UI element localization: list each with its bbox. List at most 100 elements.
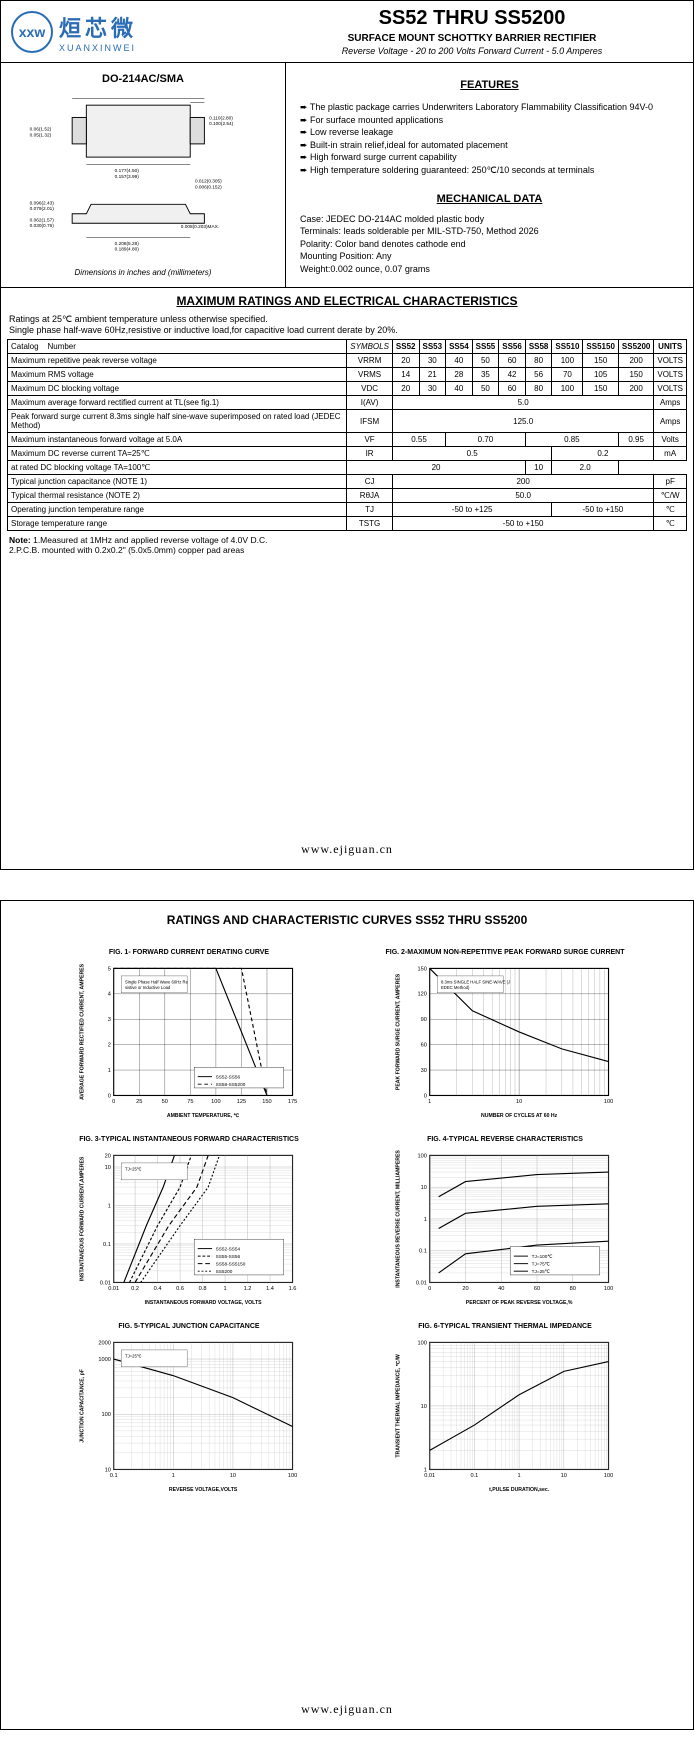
mechanical-title: MECHANICAL DATA (300, 193, 679, 205)
svg-text:100: 100 (604, 1473, 613, 1479)
footer-url: www.ejiguan.cn (1, 834, 693, 865)
svg-text:10: 10 (421, 1185, 427, 1191)
curves-grid: FIG. 1- FORWARD CURRENT DERATING CURVE02… (1, 939, 693, 1506)
feature-item: For surface mounted applications (300, 114, 679, 127)
svg-text:1: 1 (424, 1467, 427, 1473)
svg-text:PERCENT OF PEAK REVERSE VOLTAG: PERCENT OF PEAK REVERSE VOLTAGE,% (466, 1300, 573, 1306)
svg-text:1: 1 (108, 1068, 111, 1074)
svg-text:0: 0 (108, 1093, 111, 1099)
svg-text:0: 0 (424, 1093, 427, 1099)
logo-cell: xxw 烜芯微 XUANXINWEI (1, 1, 251, 62)
svg-text:EDEC Method): EDEC Method) (441, 985, 470, 990)
svg-text:TJ=25℃: TJ=25℃ (532, 1269, 551, 1274)
svg-text:0: 0 (428, 1286, 431, 1292)
svg-text:100: 100 (211, 1099, 220, 1105)
svg-text:50: 50 (162, 1099, 168, 1105)
svg-text:INSTANTANEOUS FORWARD CURRENT,: INSTANTANEOUS FORWARD CURRENT,AMPERES (80, 1156, 86, 1281)
svg-text:1: 1 (518, 1473, 521, 1479)
svg-text:75: 75 (187, 1099, 193, 1105)
svg-text:100: 100 (101, 1412, 110, 1418)
svg-text:REVERSE VOLTAGE,VOLTS: REVERSE VOLTAGE,VOLTS (169, 1487, 238, 1493)
svg-text:1: 1 (108, 1203, 111, 1209)
table-row: Maximum RMS voltageVRMS14212835425670105… (8, 368, 687, 382)
svg-text:0.012(0.305): 0.012(0.305) (195, 179, 222, 185)
sub-title: SURFACE MOUNT SCHOTTKY BARRIER RECTIFIER (261, 33, 683, 44)
svg-text:0.208(5.28): 0.208(5.28) (115, 241, 140, 247)
svg-text:10: 10 (516, 1099, 522, 1105)
svg-text:0.008(0.203)MAX.: 0.008(0.203)MAX. (181, 224, 219, 230)
svg-text:AVERAGE FORWARD RECTIFIED CURR: AVERAGE FORWARD RECTIFIED CURRENT, AMPER… (80, 963, 86, 1100)
mech-case: Case: JEDEC DO-214AC molded plastic body (300, 213, 679, 226)
svg-text:SS55-SS56: SS55-SS56 (216, 1254, 241, 1259)
svg-text:JUNCTION CAPACITANCE, pF: JUNCTION CAPACITANCE, pF (80, 1369, 86, 1443)
svg-text:0.062(1.57): 0.062(1.57) (30, 217, 55, 223)
package-cell: DO-214AC/SMA 0.110(2.80) 0.100(2.54) 0.0… (1, 63, 286, 287)
dims-note: Dimensions in inches and (millimeters) (11, 268, 275, 277)
svg-text:SS52-SS54: SS52-SS54 (216, 1246, 241, 1251)
table-row: Typical junction capacitance (NOTE 1)CJ2… (8, 475, 687, 489)
svg-text:SS5200: SS5200 (216, 1269, 233, 1274)
svg-text:40: 40 (498, 1286, 504, 1292)
svg-text:0.01: 0.01 (100, 1280, 111, 1286)
svg-text:0.06(1.52): 0.06(1.52) (30, 127, 52, 133)
mech-terminals: Terminals: leads solderable per MIL-STD-… (300, 225, 679, 238)
spec-line: Reverse Voltage - 20 to 200 Volts Forwar… (261, 46, 683, 56)
svg-text:30: 30 (421, 1068, 427, 1074)
table-row: Maximum average forward rectified curren… (8, 396, 687, 410)
svg-text:2000: 2000 (98, 1340, 111, 1346)
svg-text:0.1: 0.1 (419, 1249, 427, 1255)
table-row: at rated DC blocking voltage TA=100℃2010… (8, 461, 687, 475)
features-list: The plastic package carries Underwriters… (300, 101, 679, 177)
svg-text:60: 60 (421, 1043, 427, 1049)
svg-text:SS58-SS5150: SS58-SS5150 (216, 1262, 246, 1267)
svg-text:10: 10 (561, 1473, 567, 1479)
ratings-note: Ratings at 25℃ ambient temperature unles… (1, 314, 693, 339)
logo-icon: xxw (11, 11, 53, 53)
svg-text:0.01: 0.01 (424, 1473, 435, 1479)
svg-text:0.1: 0.1 (110, 1473, 118, 1479)
chart-2: FIG. 2-MAXIMUM NON-REPETITIVE PEAK FORWA… (357, 949, 653, 1122)
svg-text:0.030(0.76): 0.030(0.76) (30, 223, 55, 229)
svg-text:90: 90 (421, 1017, 427, 1023)
svg-text:PEAK FORWARD SURGE CURRENT, AM: PEAK FORWARD SURGE CURRENT, AMPERES (396, 973, 402, 1090)
svg-text:Single Phase Half Wave 60Hz Re: Single Phase Half Wave 60Hz Re (125, 979, 189, 984)
svg-text:100: 100 (604, 1286, 613, 1292)
chart-title: FIG. 2-MAXIMUM NON-REPETITIVE PEAK FORWA… (357, 949, 653, 956)
footnotes: Note: 1.Measured at 1MHz and applied rev… (1, 531, 693, 559)
svg-text:1: 1 (424, 1217, 427, 1223)
svg-text:SS58-SS5200: SS58-SS5200 (216, 1082, 246, 1087)
svg-text:1: 1 (428, 1099, 431, 1105)
features-title: FEATURES (300, 79, 679, 91)
svg-text:TJ=25℃: TJ=25℃ (125, 1353, 142, 1358)
svg-text:0.2: 0.2 (131, 1286, 139, 1292)
main-title: SS52 THRU SS5200 (261, 7, 683, 30)
svg-text:0.1: 0.1 (103, 1242, 111, 1248)
chart-6: FIG. 6-TYPICAL TRANSIENT THERMAL IMPEDAN… (357, 1323, 653, 1496)
chart-1: FIG. 1- FORWARD CURRENT DERATING CURVE02… (41, 949, 337, 1122)
svg-text:0.096(2.43): 0.096(2.43) (30, 200, 55, 206)
svg-text:TJ=100℃: TJ=100℃ (532, 1254, 554, 1259)
svg-text:120: 120 (417, 992, 426, 998)
table-row: Maximum repetitive peak reverse voltageV… (8, 354, 687, 368)
chart-title: FIG. 4-TYPICAL REVERSE CHARACTERISTICS (357, 1136, 653, 1143)
svg-text:3: 3 (108, 1017, 111, 1023)
svg-text:TRANSIENT THERMAL IMPEDANCE, ℃: TRANSIENT THERMAL IMPEDANCE, ℃/W (395, 1354, 402, 1458)
svg-text:0.177(4.50): 0.177(4.50) (115, 168, 140, 174)
svg-text:0.110(2.80): 0.110(2.80) (209, 115, 233, 121)
svg-text:175: 175 (288, 1099, 297, 1105)
table-row: Maximum instantaneous forward voltage at… (8, 433, 687, 447)
svg-text:0.6: 0.6 (176, 1286, 184, 1292)
svg-text:0.01: 0.01 (108, 1286, 119, 1292)
feature-item: The plastic package carries Underwriters… (300, 101, 679, 114)
svg-text:25: 25 (136, 1099, 142, 1105)
svg-text:10: 10 (230, 1473, 236, 1479)
mid-section: DO-214AC/SMA 0.110(2.80) 0.100(2.54) 0.0… (1, 63, 693, 288)
svg-text:20: 20 (462, 1286, 468, 1292)
title-cell: SS52 THRU SS5200 SURFACE MOUNT SCHOTTKY … (251, 1, 693, 62)
feature-item: High temperature soldering guaranteed: 2… (300, 164, 679, 177)
table-row: Maximum DC blocking voltageVDC2030405060… (8, 382, 687, 396)
company-cn: 烜芯微 (59, 11, 137, 43)
svg-text:0.4: 0.4 (154, 1286, 162, 1292)
svg-text:80: 80 (570, 1286, 576, 1292)
chart-3: FIG. 3-TYPICAL INSTANTANEOUS FORWARD CHA… (41, 1136, 337, 1309)
